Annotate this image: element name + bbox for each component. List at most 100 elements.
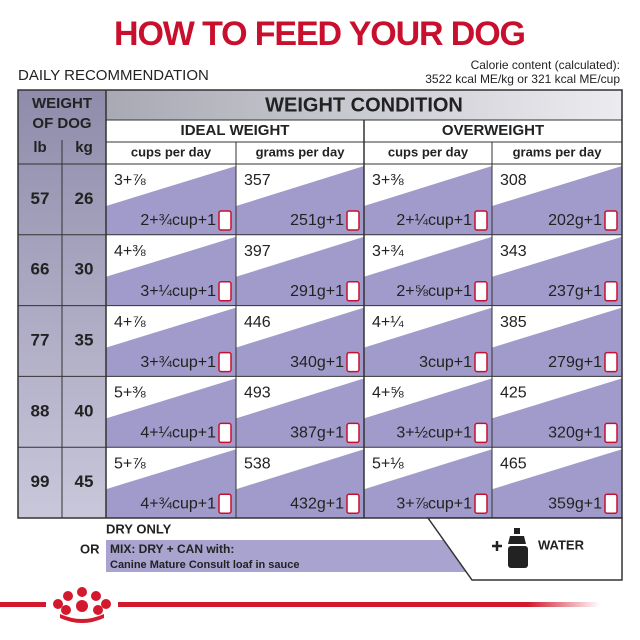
mix-triangle — [364, 378, 492, 448]
mix-triangle — [364, 307, 492, 377]
mix-triangle — [492, 449, 622, 518]
dry-amount: 357 — [244, 172, 271, 189]
can-icon — [346, 422, 360, 444]
weight-header: WEIGHT — [32, 95, 92, 112]
can-icon — [346, 351, 360, 373]
mix-amount: 3+⅞cup+1 — [396, 495, 472, 512]
mix-triangle — [106, 307, 236, 377]
mix-label: MIX: DRY + CAN with: — [110, 542, 234, 556]
mix-triangle — [236, 449, 364, 518]
dry-amount: 308 — [500, 172, 527, 189]
mix-triangle — [236, 166, 364, 235]
dry-amount: 397 — [244, 243, 271, 260]
kg: 45 — [75, 472, 94, 491]
calorie-line: 3522 kcal ME/kg or 321 kcal ME/cup — [425, 72, 620, 86]
dry-amount: 4+⅞ — [114, 314, 146, 331]
column-header: grams per day — [513, 144, 603, 159]
mix-amount: 2+¾cup+1 — [140, 212, 216, 229]
can-icon — [218, 351, 232, 373]
can-icon — [604, 210, 618, 231]
can-icon — [218, 210, 232, 231]
can-icon — [346, 493, 360, 514]
dry-amount: 493 — [244, 385, 271, 402]
can-icon — [474, 422, 488, 444]
feeding-table: WEIGHT OF DOG lb kg WEIGHT CONDITION IDEAL WE… — [17, 89, 623, 519]
can-icon — [346, 281, 360, 302]
mix-amount: 3cup+1 — [419, 354, 472, 371]
unit: kg — [75, 139, 93, 156]
mix-triangle — [106, 378, 236, 448]
dry-only: DRY ONLY — [106, 521, 172, 536]
mix-band — [106, 540, 492, 572]
mix-triangle — [492, 166, 622, 235]
kg: 26 — [75, 189, 94, 208]
column-header: grams per day — [256, 144, 346, 159]
title: HOW TO FEED YOUR DOG — [114, 15, 526, 53]
mix-triangle — [236, 307, 364, 377]
dry-amount: 446 — [244, 314, 271, 331]
mix-amount: 4+¾cup+1 — [140, 495, 216, 512]
product: Canine Mature Consult loaf in sauce — [110, 559, 299, 571]
mix-amount: 2+¼cup+1 — [396, 212, 472, 229]
dry-amount: 465 — [500, 455, 527, 472]
lb: 99 — [31, 472, 50, 491]
mix-amount: 432g+1 — [290, 495, 344, 512]
dry-amount: 425 — [500, 385, 527, 402]
mix-triangle — [106, 449, 236, 518]
water-icon — [508, 528, 528, 568]
mix-amount: 387g+1 — [290, 425, 344, 442]
dry-amount: 5+⅛ — [372, 455, 404, 472]
legend: DRY ONLY OR MIX: DRY + CAN with: Canine … — [80, 517, 623, 581]
dry-amount: 3+⅜ — [372, 172, 404, 189]
dry-amount: 3+⅞ — [114, 172, 146, 189]
weight-header: OF DOG — [32, 115, 91, 132]
mix-triangle — [492, 307, 622, 377]
mix-amount: 237g+1 — [548, 283, 602, 300]
water: WATER — [538, 537, 585, 552]
mix-amount: 4+¼cup+1 — [140, 425, 216, 442]
dry-amount: 385 — [500, 314, 527, 331]
column-header: cups per day — [388, 144, 469, 159]
footer-rule — [118, 602, 600, 607]
dry-amount: 538 — [244, 455, 271, 472]
can-icon — [474, 281, 488, 302]
group-header: IDEAL WEIGHT — [181, 122, 290, 139]
mix-amount: 291g+1 — [290, 283, 344, 300]
kg: 35 — [75, 330, 94, 349]
table-border — [17, 89, 623, 519]
dry-amount: 4+⅜ — [114, 243, 146, 260]
dry-amount: 5+⅜ — [114, 385, 146, 402]
mix-triangle — [364, 166, 492, 235]
subtitle: DAILY RECOMMENDATION — [18, 67, 209, 84]
can-icon — [604, 351, 618, 373]
mix-triangle — [236, 236, 364, 306]
lb: 88 — [31, 401, 50, 420]
condition-header: WEIGHT CONDITION — [265, 94, 463, 116]
mix-triangle — [106, 236, 236, 306]
dry-amount: 343 — [500, 243, 527, 260]
unit: lb — [33, 139, 46, 156]
condition-header-bg — [106, 90, 622, 120]
dry-amount: 5+⅞ — [114, 455, 146, 472]
mix-triangle — [492, 378, 622, 448]
dry-amount: 3+¾ — [372, 243, 404, 260]
mix-triangle — [364, 236, 492, 306]
can-icon — [604, 493, 618, 514]
calorie-line: Calorie content (calculated): — [471, 58, 620, 72]
mix-amount: 251g+1 — [290, 212, 344, 229]
can-icon — [218, 281, 232, 302]
mix-amount: 3+½cup+1 — [396, 425, 472, 442]
mix-amount: 2+⅝cup+1 — [396, 283, 472, 300]
can-icon — [474, 493, 488, 514]
can-icon — [346, 210, 360, 231]
mix-triangle — [236, 378, 364, 448]
mix-triangle — [492, 236, 622, 306]
mix-triangle — [364, 449, 492, 518]
or: OR — [80, 541, 100, 556]
column-header: cups per day — [131, 144, 212, 159]
dry-amount: 4+¼ — [372, 314, 404, 331]
can-icon — [474, 210, 488, 231]
dry-amount: 4+⅝ — [372, 385, 404, 402]
mix-amount: 3+¾cup+1 — [140, 354, 216, 371]
